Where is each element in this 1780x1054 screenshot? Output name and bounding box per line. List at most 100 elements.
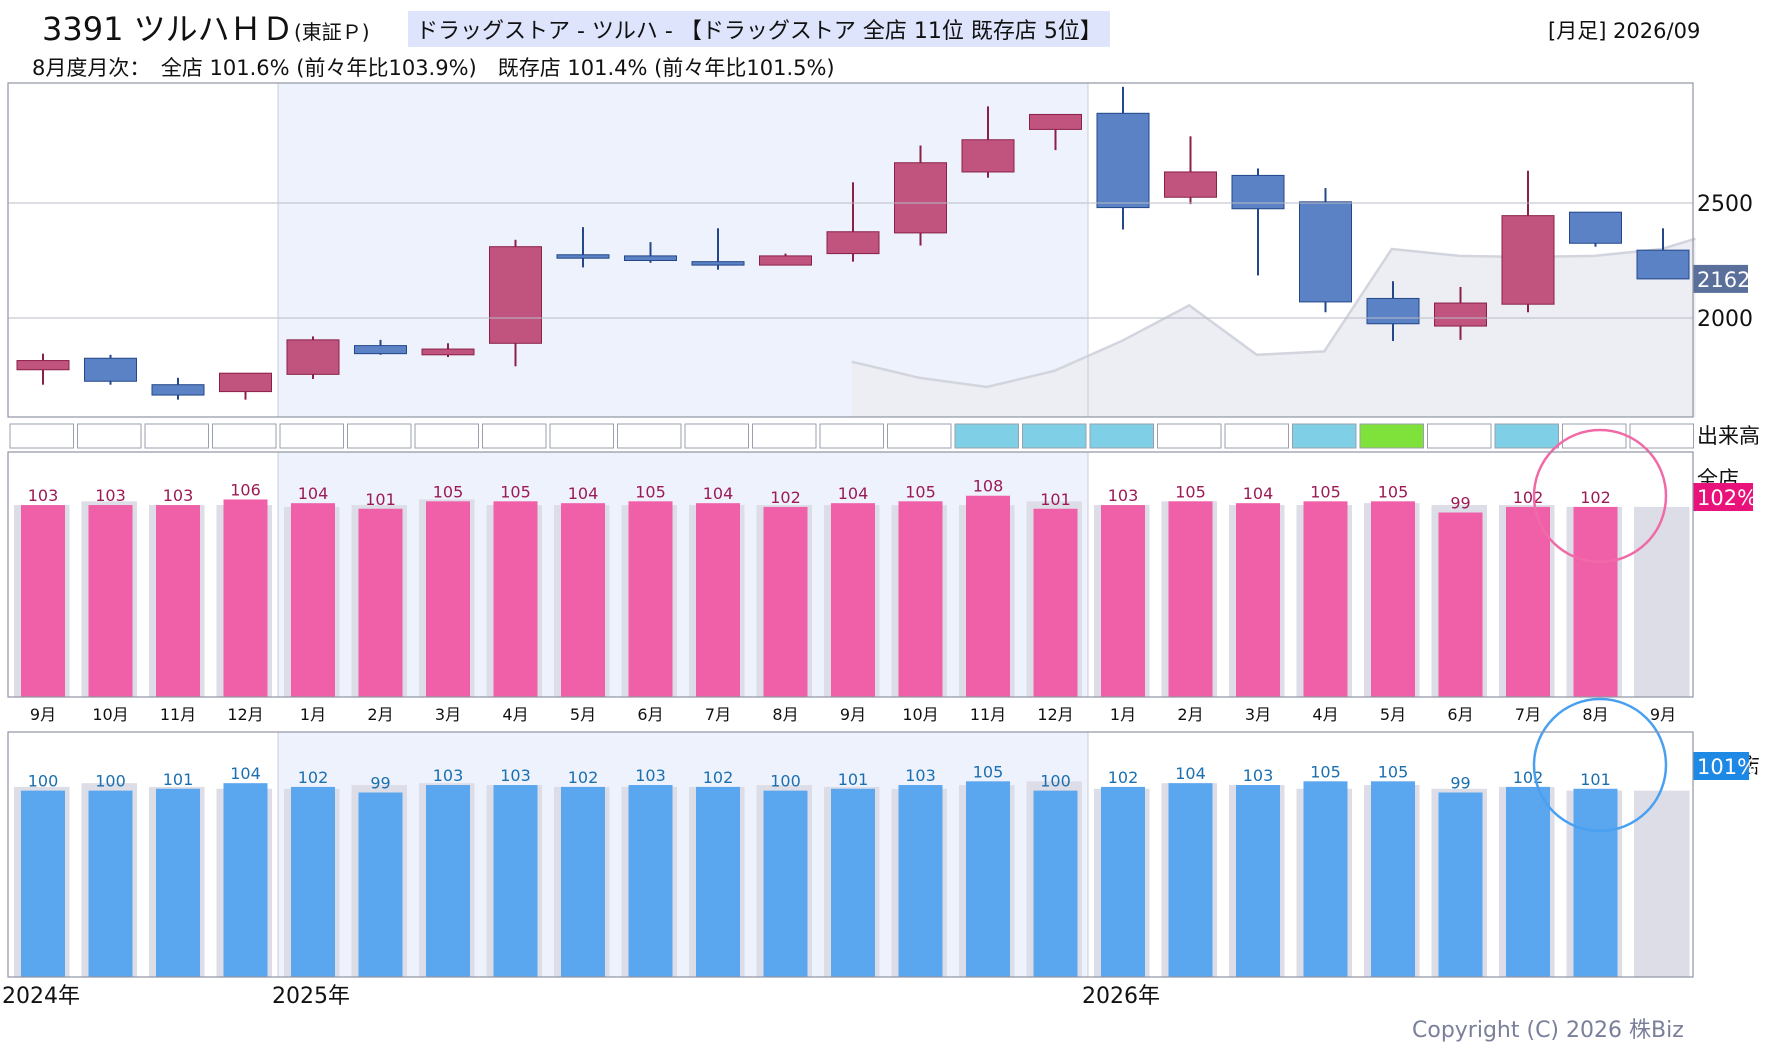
candle — [1501, 170, 1555, 313]
candle — [556, 227, 610, 268]
candle-body — [556, 254, 610, 259]
month-label: 11月 — [160, 705, 196, 724]
highlight-circle — [1532, 428, 1668, 564]
existing-store-value-label: 105 — [1310, 762, 1341, 781]
highlight-band — [278, 452, 1088, 697]
existing-store-bar — [223, 783, 268, 977]
all-store-bar — [763, 506, 808, 697]
all-store-value-label: 105 — [635, 482, 666, 501]
all-store-value-label: 105 — [905, 482, 936, 501]
candle — [1029, 113, 1082, 151]
existing-store-bar — [1101, 786, 1145, 977]
candle-body — [1029, 113, 1082, 130]
existing-store-bar — [898, 785, 943, 977]
existing-store-bar — [426, 785, 470, 977]
all-store-value-label: 103 — [163, 486, 194, 505]
candle — [624, 242, 677, 263]
candle-body — [354, 345, 407, 355]
all-store-bar — [696, 503, 740, 697]
reference-line — [851, 237, 1696, 389]
all-store-bar — [1303, 501, 1348, 697]
month-label: 9月 — [1650, 705, 1676, 724]
copyright: Copyright (C) 2026 株Biz — [1412, 1018, 1684, 1043]
volume-cell — [549, 423, 614, 449]
existing-store-value-label: 102 — [1108, 768, 1139, 787]
candle-body — [84, 357, 137, 382]
all-store-bar — [21, 505, 65, 697]
all-store-bar — [291, 503, 335, 697]
current-price-label: 2162 — [1697, 268, 1750, 292]
candle-body — [759, 255, 812, 266]
year-label: 2026年 — [1082, 984, 1160, 1009]
month-label: 3月 — [435, 705, 461, 724]
volume-cell — [1089, 423, 1154, 449]
all-store-bar — [88, 505, 133, 697]
all-store-value-label: 104 — [298, 484, 329, 503]
month-label: 3月 — [1245, 705, 1271, 724]
highlight-band — [278, 732, 1088, 977]
all-store-bar — [1101, 505, 1145, 697]
volume-cell — [1022, 423, 1087, 449]
all-store-bar — [561, 503, 605, 697]
existing-store-bar — [1573, 788, 1618, 977]
month-label: 8月 — [772, 705, 798, 724]
candle-body — [286, 339, 340, 375]
candle — [826, 182, 880, 262]
stock-title: 3391 ツルハＨＤ — [42, 10, 294, 48]
existing-store-bar — [763, 790, 808, 977]
existing-store-value-label: 103 — [635, 766, 666, 785]
all-store-bar — [1371, 501, 1415, 697]
candle — [1299, 188, 1352, 313]
all-store-bar — [1506, 506, 1550, 697]
existing-store-bar — [696, 786, 740, 977]
existing-store-bar — [561, 786, 605, 977]
existing-store-bar — [358, 792, 403, 977]
all-store-bar — [493, 501, 538, 697]
volume-cell — [279, 423, 344, 449]
month-label: 9月 — [840, 705, 866, 724]
reference-area — [851, 238, 1696, 417]
candle — [691, 228, 745, 270]
volume-cell — [144, 423, 209, 449]
candle — [1366, 281, 1420, 341]
existing-store-bar — [1438, 792, 1483, 977]
all-store-value-label: 104 — [838, 484, 869, 503]
existing-store-value-label: 101 — [838, 770, 869, 789]
highlight-band — [278, 83, 1088, 417]
month-label: 1月 — [1110, 705, 1136, 724]
volume-cell — [1224, 423, 1289, 449]
all-store-value-label: 103 — [1108, 486, 1139, 505]
existing-store-bar — [1168, 783, 1213, 977]
current-price-box — [1693, 264, 1748, 293]
candle — [1231, 168, 1285, 276]
volume-cell — [1494, 423, 1559, 449]
existing-store-current-box — [1693, 752, 1749, 780]
month-label: 6月 — [637, 705, 663, 724]
existing-store-value-label: 103 — [433, 766, 464, 785]
candle — [1434, 286, 1487, 340]
industry-tagline: ドラッグストア - ツルハ - 【ドラッグストア 全店 11位 既存店 5位】 — [408, 11, 1110, 47]
all-store-current-box — [1693, 483, 1753, 511]
all-store-bar — [966, 495, 1010, 697]
volume-cell — [1157, 423, 1222, 449]
candle-body — [16, 360, 70, 371]
month-label: 12月 — [227, 705, 263, 724]
existing-store-ref-bar — [1634, 790, 1690, 977]
candle-body — [1366, 297, 1420, 325]
all-store-bar — [426, 501, 470, 697]
month-label: 12月 — [1037, 705, 1073, 724]
candle-body — [691, 261, 745, 266]
volume-cell — [684, 423, 749, 449]
highlight-circle — [1532, 697, 1668, 833]
all-store-bar — [1168, 501, 1213, 697]
existing-store-bar — [156, 788, 200, 977]
volume-cell — [347, 423, 412, 449]
candle — [1164, 136, 1217, 205]
all-store-bar — [156, 505, 200, 697]
volume-cell — [1427, 423, 1492, 449]
candle-body — [1096, 112, 1150, 209]
volume-cell — [212, 423, 277, 449]
existing-store-value-label: 101 — [163, 770, 194, 789]
y-tick-label: 2000 — [1697, 307, 1753, 332]
